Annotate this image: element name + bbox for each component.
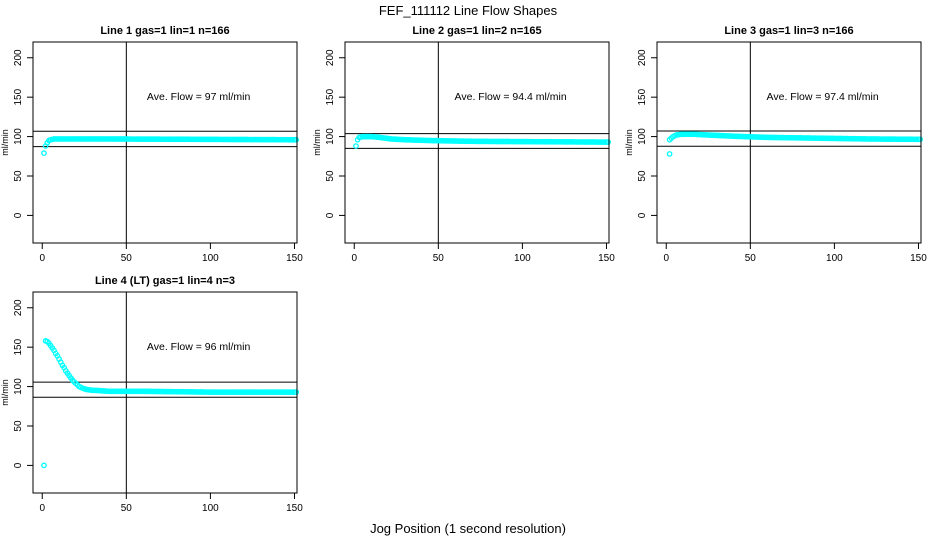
y-tick-label: 0 (13, 462, 24, 468)
figure-title: FEF_111112 Line Flow Shapes (378, 3, 558, 18)
y-axis-title: ml/min (0, 379, 10, 406)
plot-frame (32, 41, 298, 244)
x-tick-label: 150 (598, 253, 615, 264)
line-2-flow-plot: Line 2 gas=1 lin=2 n=165 0 50 100 150 0 50 100 1… (312, 25, 615, 264)
y-tick-label: 50 (13, 420, 24, 432)
chart-panel-line-3: Line 3 gas=1 lin=3 n=166 0 50 100 150 0 50 100 1… (624, 20, 936, 270)
x-tick-label: 0 (39, 503, 45, 514)
flow-point (293, 136, 300, 143)
chart-panel-line-1: Line 1 gas=1 lin=1 n=166 0 50 100 150 0 50 100 1… (0, 20, 312, 270)
data-points (41, 136, 300, 156)
plot-frame (344, 41, 610, 244)
line-1-flow-plot: Line 1 gas=1 lin=1 n=166 0 50 100 150 0 50 100 1… (0, 25, 303, 264)
plot-frame (32, 291, 298, 494)
avg-flow-annotation: Ave. Flow = 96 ml/min (147, 341, 251, 353)
y-tick-label: 100 (13, 128, 24, 145)
y-tick-label: 50 (13, 170, 24, 182)
panel-grid: Line 1 gas=1 lin=1 n=166 0 50 100 150 0 50 100 1… (0, 20, 936, 520)
y-tick-label: 100 (13, 378, 24, 395)
x-axis: 0 50 100 150 (351, 243, 615, 264)
x-axis-label: Jog Position (1 second resolution) (370, 521, 566, 536)
y-axis-title: ml/min (624, 129, 634, 156)
x-tick-label: 100 (202, 253, 219, 264)
x-tick-label: 100 (514, 253, 531, 264)
avg-flow-annotation: Ave. Flow = 94.4 ml/min (455, 91, 567, 103)
y-axis-title: ml/min (0, 129, 10, 156)
plot-frame (656, 41, 922, 244)
panel-title: Line 2 gas=1 lin=2 n=165 (412, 25, 541, 37)
y-tick-label: 200 (13, 299, 24, 316)
x-axis: 0 50 100 150 (39, 493, 303, 514)
x-tick-label: 50 (433, 253, 445, 264)
x-tick-label: 100 (202, 503, 219, 514)
avg-flow-annotation: Ave. Flow = 97 ml/min (147, 91, 251, 103)
y-tick-label: 0 (637, 212, 648, 218)
y-tick-label: 150 (13, 338, 24, 355)
y-tick-label: 0 (325, 212, 336, 218)
x-tick-label: 0 (351, 253, 357, 264)
avg-flow-annotation: Ave. Flow = 97.4 ml/min (767, 91, 879, 103)
x-axis: 0 50 100 150 (39, 243, 303, 264)
y-tick-label: 150 (637, 88, 648, 105)
data-points (353, 133, 612, 149)
x-tick-label: 0 (663, 253, 669, 264)
y-axis: 0 50 100 150 200 (13, 49, 33, 218)
y-tick-label: 50 (637, 170, 648, 182)
line-4-flow-plot: Line 4 (LT) gas=1 lin=4 n=3 0 50 100 150 0 50 1… (0, 275, 303, 514)
panel-title: Line 3 gas=1 lin=3 n=166 (724, 25, 853, 37)
x-tick-label: 50 (745, 253, 757, 264)
flow-point (293, 389, 300, 395)
flow-point (605, 139, 612, 145)
y-axis: 0 50 100 150 200 (637, 49, 657, 218)
data-points (41, 338, 300, 469)
line-3-flow-plot: Line 3 gas=1 lin=3 n=166 0 50 100 150 0 50 100 1… (624, 25, 927, 264)
flow-point (353, 143, 359, 149)
panel-title: Line 4 (LT) gas=1 lin=4 n=3 (95, 275, 235, 287)
outlier-point (41, 462, 47, 469)
x-tick-label: 150 (286, 503, 303, 514)
y-axis: 0 50 100 150 200 (325, 49, 345, 218)
y-tick-label: 200 (637, 49, 648, 66)
y-tick-label: 100 (325, 128, 336, 145)
x-tick-label: 50 (121, 253, 133, 264)
x-axis: 0 50 100 150 (663, 243, 927, 264)
x-tick-label: 0 (39, 253, 45, 264)
outlier-point (666, 151, 673, 157)
x-tick-label: 150 (286, 253, 303, 264)
data-points (666, 131, 924, 157)
y-axis: 0 50 100 150 200 (13, 299, 33, 468)
y-tick-label: 50 (325, 170, 336, 182)
x-tick-label: 50 (121, 503, 133, 514)
y-tick-label: 150 (13, 88, 24, 105)
x-tick-label: 100 (826, 253, 843, 264)
chart-panel-line-4: Line 4 (LT) gas=1 lin=4 n=3 0 50 100 150 0 50 1… (0, 270, 312, 520)
y-tick-label: 200 (13, 49, 24, 66)
flow-point (917, 136, 924, 143)
y-tick-label: 0 (13, 212, 24, 218)
y-tick-label: 200 (325, 49, 336, 66)
panel-title: Line 1 gas=1 lin=1 n=166 (100, 25, 229, 37)
y-tick-label: 150 (325, 88, 336, 105)
y-tick-label: 100 (637, 128, 648, 145)
outlier-point (41, 150, 47, 156)
x-tick-label: 150 (910, 253, 927, 264)
y-axis-title: ml/min (312, 129, 322, 156)
chart-panel-line-2: Line 2 gas=1 lin=2 n=165 0 50 100 150 0 50 100 1… (312, 20, 624, 270)
